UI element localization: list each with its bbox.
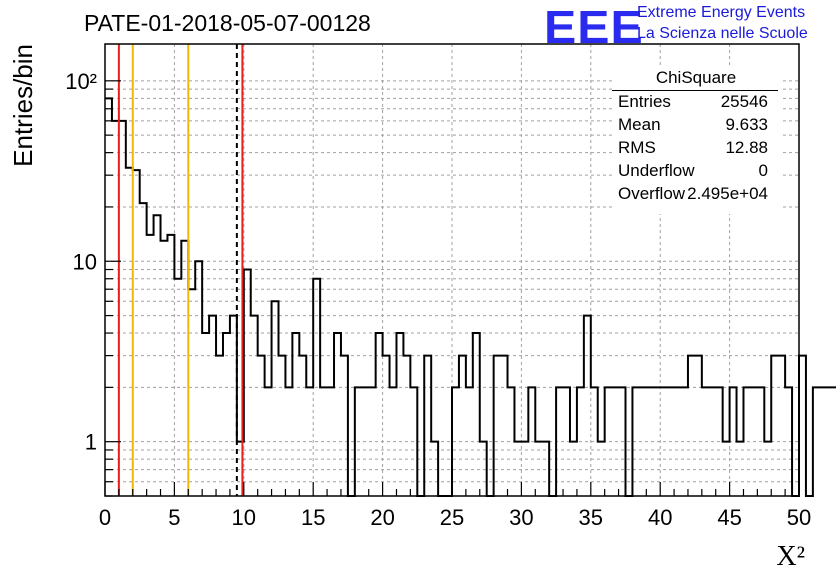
y-axis-label: Entries/bin (8, 44, 38, 167)
stats-label: Underflow (618, 161, 695, 180)
stats-label: Overflow (618, 184, 686, 203)
x-tick-label: 50 (787, 505, 811, 530)
stats-row-rms: RMS 12.88 (618, 138, 768, 161)
x-tick-label: 45 (717, 505, 741, 530)
stats-value: 0 (758, 161, 768, 180)
chart-title: PATE-01-2018-05-07-00128 (84, 10, 371, 36)
eee-logo: EEE (544, 1, 644, 53)
stats-value: 9.633 (725, 115, 768, 134)
x-tick-label: 0 (99, 505, 111, 530)
stats-row-underflow: Underflow 0 (618, 161, 768, 184)
stats-label: RMS (618, 138, 656, 157)
x-tick-label: 5 (168, 505, 180, 530)
stats-label: Entries (618, 92, 671, 111)
stats-box-title: ChiSquare (655, 68, 737, 87)
x-axis-label: X² (776, 541, 805, 572)
stats-value: 25546 (720, 92, 768, 111)
x-tick-label: 40 (648, 505, 672, 530)
stats-row-entries: Entries 25546 (618, 92, 768, 115)
x-tick-label: 25 (440, 505, 464, 530)
x-tick-label: 30 (509, 505, 533, 530)
y-tick-label: 1 (85, 430, 97, 455)
stats-label: Mean (618, 115, 661, 134)
x-tick-label: 10 (232, 505, 256, 530)
y-tick-label: 10² (65, 69, 97, 94)
stats-row-mean: Mean 9.633 (618, 115, 768, 138)
x-tick-label: 15 (301, 505, 325, 530)
stats-box-divider (612, 90, 778, 91)
stats-value: 2.495e+04 (687, 184, 768, 203)
histogram-series (105, 97, 836, 497)
x-tick-label: 35 (579, 505, 603, 530)
y-tick-label: 10 (73, 249, 97, 274)
stats-value: 12.88 (725, 138, 768, 157)
logo-line-2: La Scienza nelle Scuole (637, 25, 808, 42)
x-tick-label: 20 (370, 505, 394, 530)
logo-line-1: Extreme Energy Events (637, 4, 806, 21)
stats-row-overflow: Overflow 2.495e+04 (618, 184, 768, 207)
stats-box: ChiSquare Entries 25546 Mean 9.633 RMS 1… (612, 66, 780, 214)
